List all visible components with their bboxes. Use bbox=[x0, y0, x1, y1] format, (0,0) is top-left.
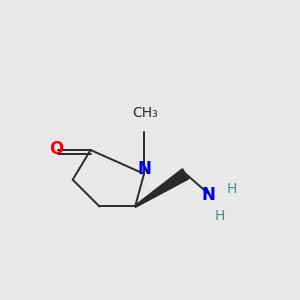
Text: CH₃: CH₃ bbox=[133, 106, 158, 120]
Text: N: N bbox=[137, 160, 151, 178]
Text: H: H bbox=[215, 209, 225, 223]
Text: H: H bbox=[226, 182, 237, 196]
Polygon shape bbox=[135, 169, 189, 207]
Text: O: O bbox=[49, 140, 64, 158]
Text: N: N bbox=[201, 186, 215, 204]
